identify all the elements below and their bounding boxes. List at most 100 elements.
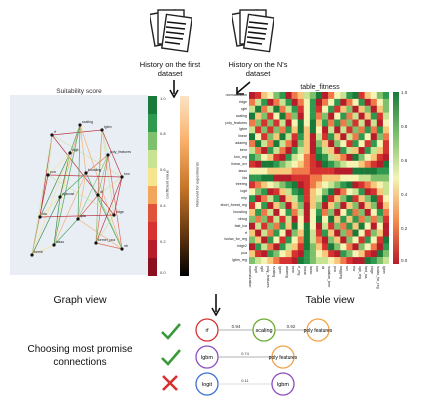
heatmap-cell	[267, 215, 274, 223]
heatmap-cell	[303, 257, 311, 264]
heatmap-cell	[328, 98, 335, 106]
heatmap-cell	[309, 98, 317, 106]
heatmap-cell	[334, 236, 341, 244]
heatmap-cell	[370, 153, 378, 161]
heatmap-cell	[261, 250, 268, 258]
check-icon-2	[161, 349, 181, 366]
heatmap-cell	[340, 222, 347, 230]
heatmap-cell	[279, 174, 286, 182]
heatmap-cell	[358, 119, 365, 127]
heatmap-cell	[358, 167, 365, 175]
heatmap-col-label: xgb_reg	[357, 266, 362, 279]
heatmap-cell	[273, 202, 280, 210]
heatmap-cell	[328, 229, 335, 237]
heatmap-cell	[346, 195, 353, 203]
right-document-icon	[230, 6, 276, 56]
heatmap-cell	[273, 153, 280, 161]
heatmap-cell	[273, 112, 280, 120]
heatmap-cell	[346, 92, 353, 100]
heatmap-cell	[303, 153, 311, 161]
heatmap-row-label: normalization	[225, 93, 247, 97]
heatmap-cell	[370, 208, 378, 217]
graph-edge	[97, 154, 109, 196]
heatmap-cell	[328, 195, 335, 203]
heatmap-cell	[328, 133, 335, 141]
heatmap-cell	[255, 147, 262, 155]
heatmap-row-label: xbrog	[238, 216, 247, 221]
heatmap-cell	[358, 236, 365, 244]
heatmap-cell	[297, 195, 304, 203]
heatmap-cell	[285, 112, 292, 120]
heatmap-cell	[322, 119, 329, 127]
heatmap-cell	[255, 250, 262, 258]
heatmap-cell	[297, 140, 304, 148]
heatmap-cell	[249, 92, 256, 100]
heatmap-cell	[358, 215, 365, 223]
heatmap-cell	[249, 202, 256, 210]
heatmap-cell	[291, 140, 298, 148]
heatmap-cell	[376, 222, 384, 230]
heatmap-row-label: linear	[238, 134, 247, 139]
heatmap-cell	[285, 181, 292, 189]
heatmap-cell	[322, 243, 329, 251]
heatmap-cell	[279, 181, 286, 189]
heatmap-cell	[358, 229, 365, 237]
heatmap-cell	[297, 126, 304, 134]
heatmap-cell	[309, 202, 317, 210]
heatmap-cell	[273, 167, 280, 175]
graph-edge	[39, 214, 115, 218]
heatmap-cell	[291, 167, 298, 175]
heatmap-cell	[322, 222, 329, 230]
heatmap-cell	[261, 133, 268, 141]
heatmap-cell	[346, 243, 353, 251]
heatmap-cell	[267, 250, 274, 258]
heatmap-cell	[309, 208, 317, 217]
heatmap-cell	[382, 174, 389, 182]
graph-edge	[77, 194, 99, 220]
heatmap-cell	[261, 222, 268, 230]
heatmap-cell	[267, 119, 274, 127]
heatmap-cell	[261, 181, 268, 189]
graph-node-label: nb	[124, 244, 128, 248]
heatmap-cell	[273, 229, 280, 237]
heatmap-cell	[303, 119, 311, 127]
heatmap-cell	[309, 250, 317, 258]
table-col-labels: normalization logit rgbl poly_features scali…	[248, 265, 389, 291]
heatmap-cell	[364, 181, 371, 189]
heatmap-cell	[315, 133, 323, 141]
heatmap-cell	[303, 92, 311, 100]
heatmap-cell	[249, 140, 256, 148]
heatmap-cell	[315, 250, 323, 258]
heatmap-cell	[352, 174, 359, 182]
heatmap-row-label: rgbl	[241, 106, 247, 111]
heatmap-cell	[309, 188, 317, 196]
choosing-caption: Choosing most promise connections	[27, 344, 133, 368]
heatmap-cell	[340, 119, 347, 127]
graph-node-label: knn	[124, 172, 130, 176]
heatmap-cell	[273, 98, 280, 106]
heatmap-cell	[370, 140, 378, 148]
heatmap-col-label: lgbm	[381, 266, 386, 274]
heatmap-cell	[382, 98, 389, 106]
node-lgbm-2-label: lgbm	[277, 382, 289, 388]
graph-node	[84, 171, 88, 175]
heatmap-cell	[315, 181, 323, 189]
connections-diagram: rf 0.94 scaling 0.92 poly features lgbm …	[161, 318, 333, 396]
heatmap-cell	[303, 133, 311, 141]
heatmap-cell	[285, 188, 292, 196]
heatmap-cell	[322, 147, 329, 155]
heatmap-cell	[267, 195, 274, 203]
heatmap-cell	[340, 215, 347, 223]
weight-1: 0.94	[232, 324, 241, 329]
colorbar-band	[148, 204, 157, 222]
graph-node	[78, 123, 82, 127]
heatmap-cell	[322, 215, 329, 223]
heatmap-cell	[261, 188, 268, 196]
heatmap-cell	[358, 257, 365, 264]
heatmap-col-label: lgbm	[278, 266, 283, 274]
heatmap-cell	[255, 181, 262, 189]
heatmap-cell	[273, 92, 280, 100]
heatmap-cell	[358, 160, 365, 168]
graph-node-label: kernel_pca	[98, 238, 115, 242]
heatmap-cell	[322, 181, 329, 189]
